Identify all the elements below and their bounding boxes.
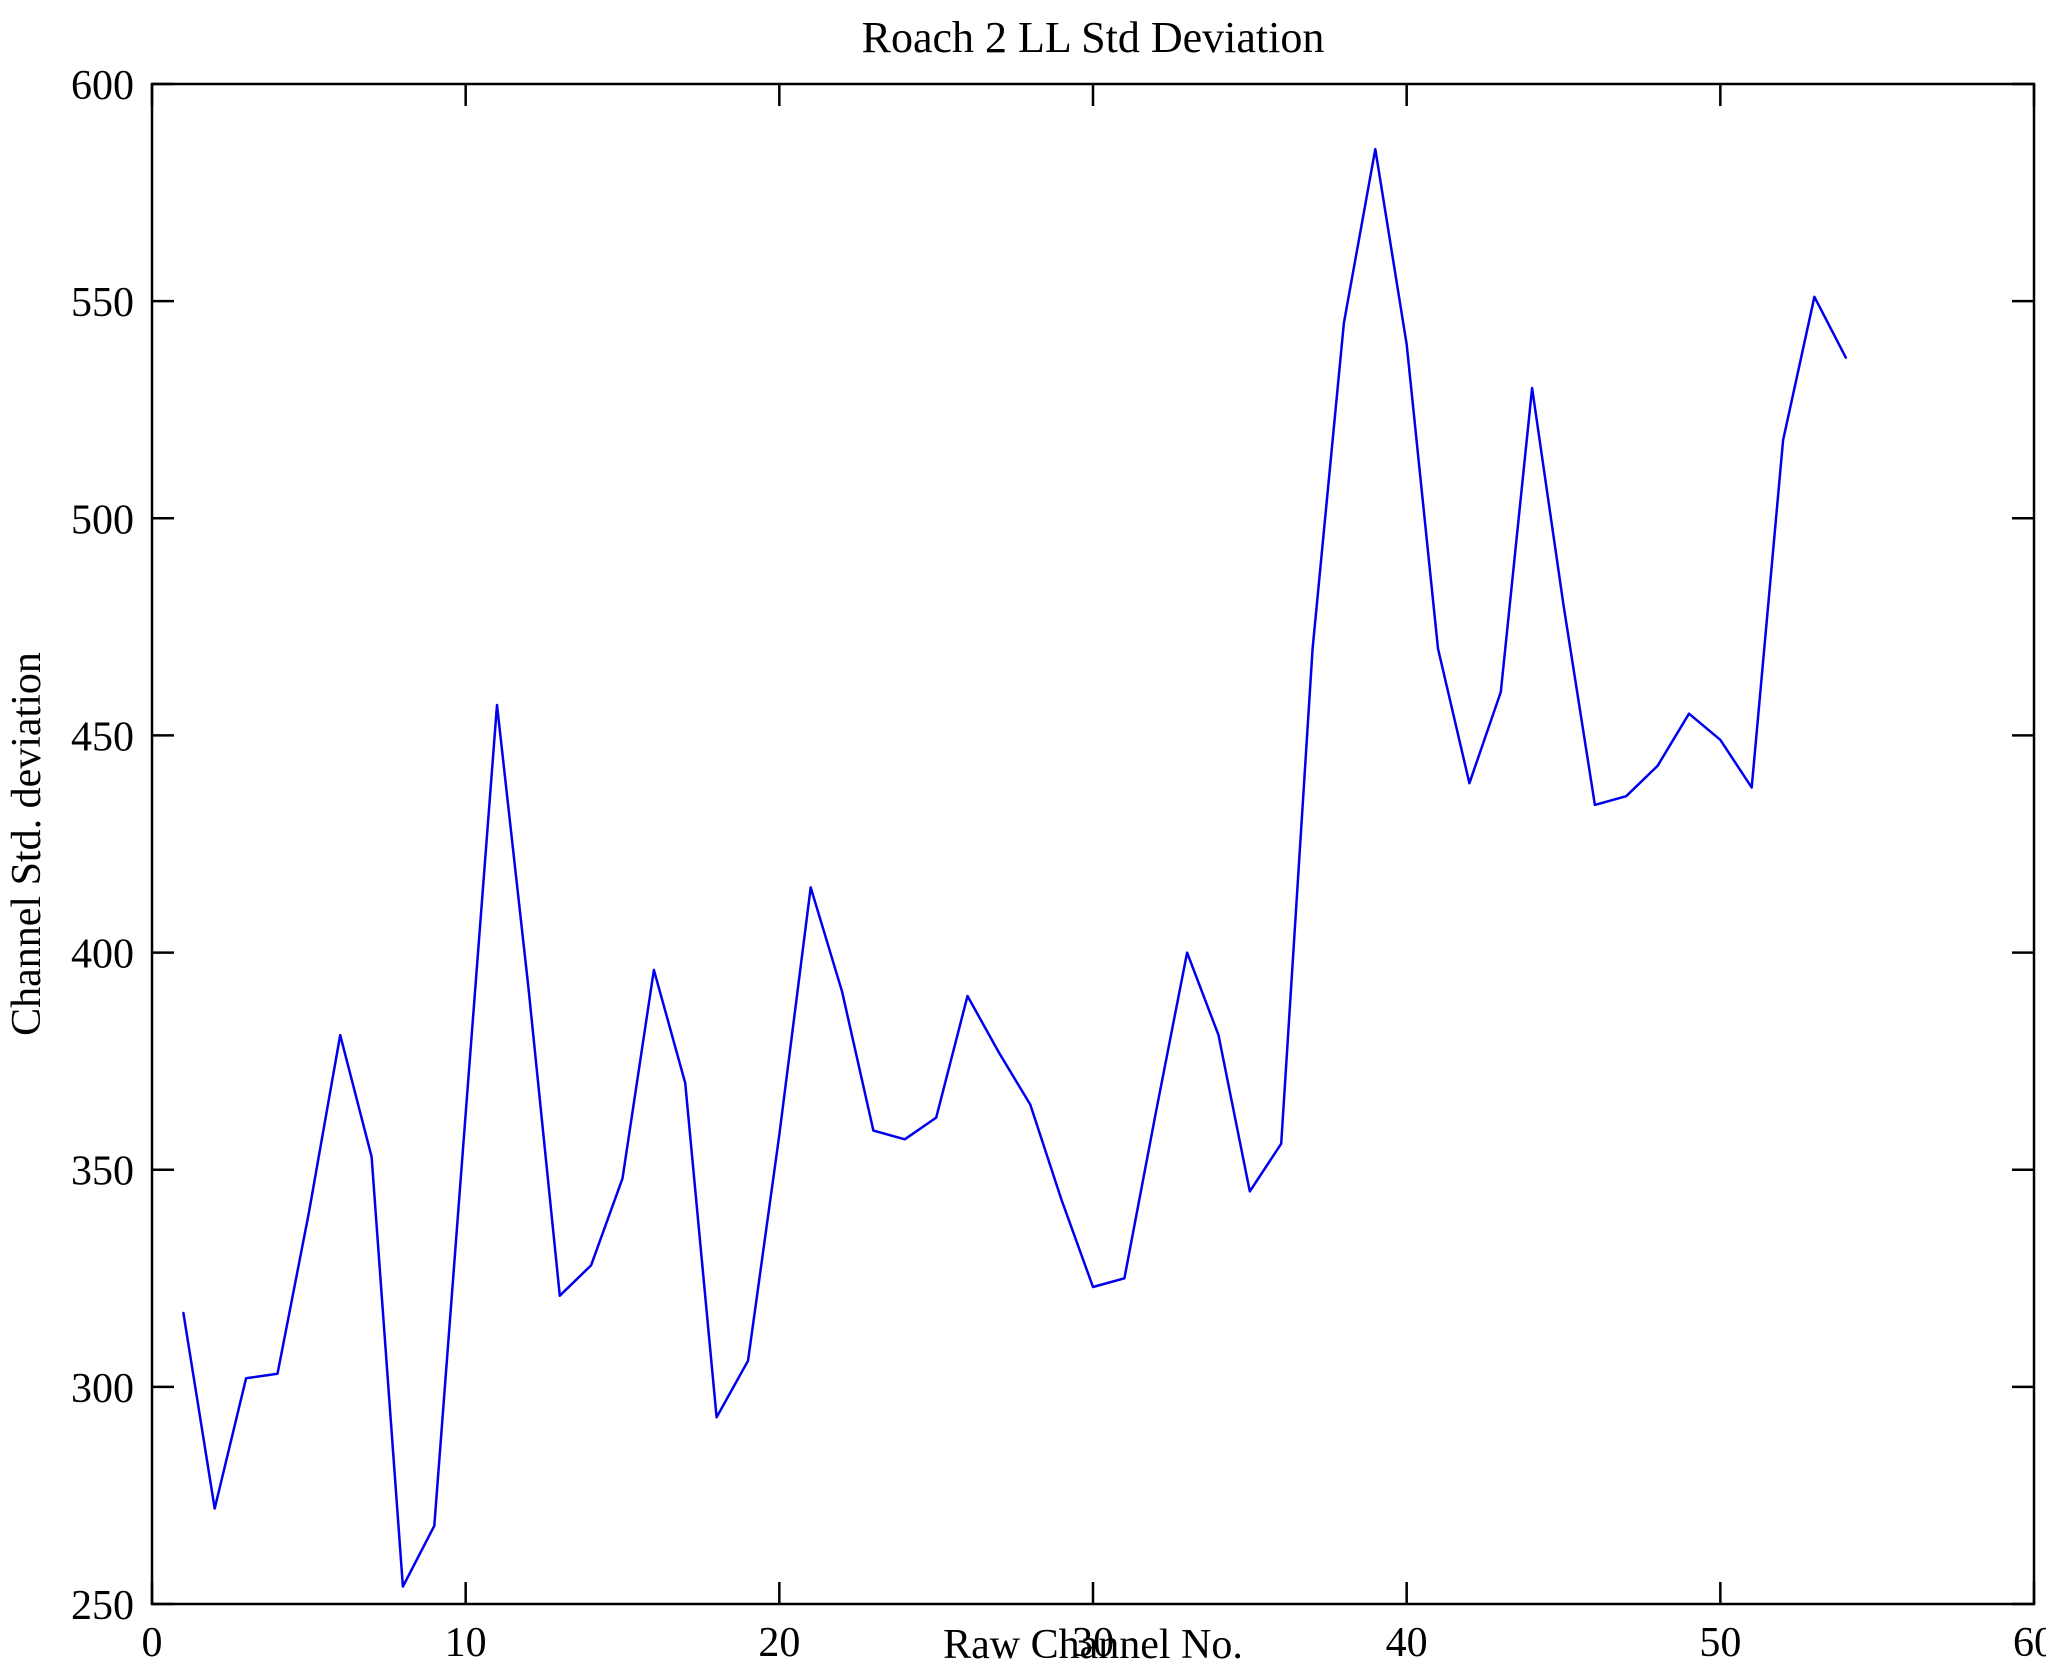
tick-label: 50 xyxy=(1699,1620,1741,1666)
tick-label: 0 xyxy=(142,1620,163,1666)
tick-label: 500 xyxy=(71,497,134,543)
series-line xyxy=(182,147,1848,1588)
tick-label: 60 xyxy=(2013,1620,2046,1666)
tick-label: 300 xyxy=(71,1366,134,1412)
tick-label: 550 xyxy=(71,280,134,326)
chart-title: Roach 2 LL Std Deviation xyxy=(862,13,1325,62)
tick-label: 40 xyxy=(1386,1620,1428,1666)
tick-label: 600 xyxy=(71,63,134,109)
axis-tick-labels: 0 10 20 30 40 50 60 250 300 350 400 450 500 550 600 xyxy=(71,63,2046,1666)
x-axis-label: Raw Channel No. xyxy=(943,1622,1243,1668)
tick-label: 10 xyxy=(445,1620,487,1666)
tick-label: 20 xyxy=(758,1620,800,1666)
y-axis-label: Channel Std. deviation xyxy=(4,652,50,1036)
tick-label: 250 xyxy=(71,1583,134,1629)
tick-label: 400 xyxy=(71,932,134,978)
tick-label: 30 xyxy=(1072,1620,1114,1666)
plot-frame xyxy=(150,82,2036,1606)
tick-label: 450 xyxy=(71,714,134,760)
tick-label: 350 xyxy=(71,1149,134,1195)
axis-ticks xyxy=(150,82,2036,1606)
